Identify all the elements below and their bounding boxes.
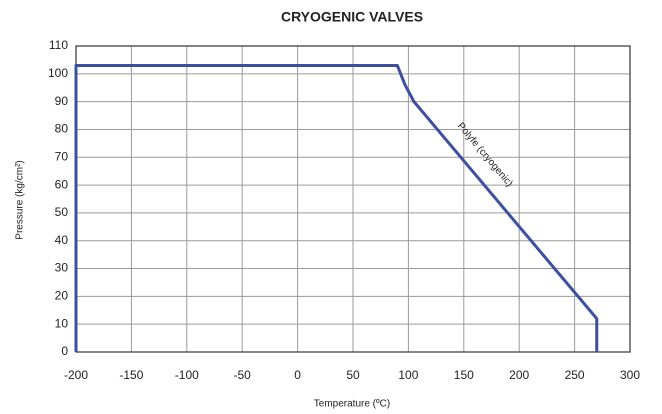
y-tick-label: 60 (55, 177, 69, 191)
y-tick-label: 40 (55, 233, 69, 247)
x-tick-label: -200 (64, 368, 88, 382)
data-line (74, 63, 599, 352)
y-tick-label: 30 (55, 261, 69, 275)
x-tick-label: 250 (565, 368, 585, 382)
x-tick-label: 50 (346, 368, 360, 382)
x-tick-label: -50 (234, 368, 252, 382)
y-tick-label: 80 (55, 122, 69, 136)
x-tick-label: 100 (398, 368, 418, 382)
y-tick-label: 100 (48, 66, 68, 80)
y-tick-label: 20 (55, 289, 69, 303)
x-tick-label: -100 (175, 368, 199, 382)
y-tick-label: 50 (55, 205, 69, 219)
x-tick-label: 300 (620, 368, 640, 382)
y-tick-label: 110 (49, 38, 68, 52)
y-tick-label: 70 (55, 149, 69, 163)
x-axis-label: Temperature (ºC) (314, 399, 390, 410)
y-axis-label: Pressure (kg/cm²) (15, 160, 26, 239)
x-tick-label: -150 (119, 368, 143, 382)
x-tick-label: 200 (509, 368, 529, 382)
y-tick-label: 0 (61, 344, 68, 358)
x-tick-label: 0 (294, 368, 301, 382)
chart-title: CRYOGENIC VALVES (281, 9, 423, 25)
y-tick-label: 90 (55, 94, 69, 108)
x-tick-label: 150 (454, 368, 474, 382)
y-tick-label: 10 (55, 316, 69, 330)
